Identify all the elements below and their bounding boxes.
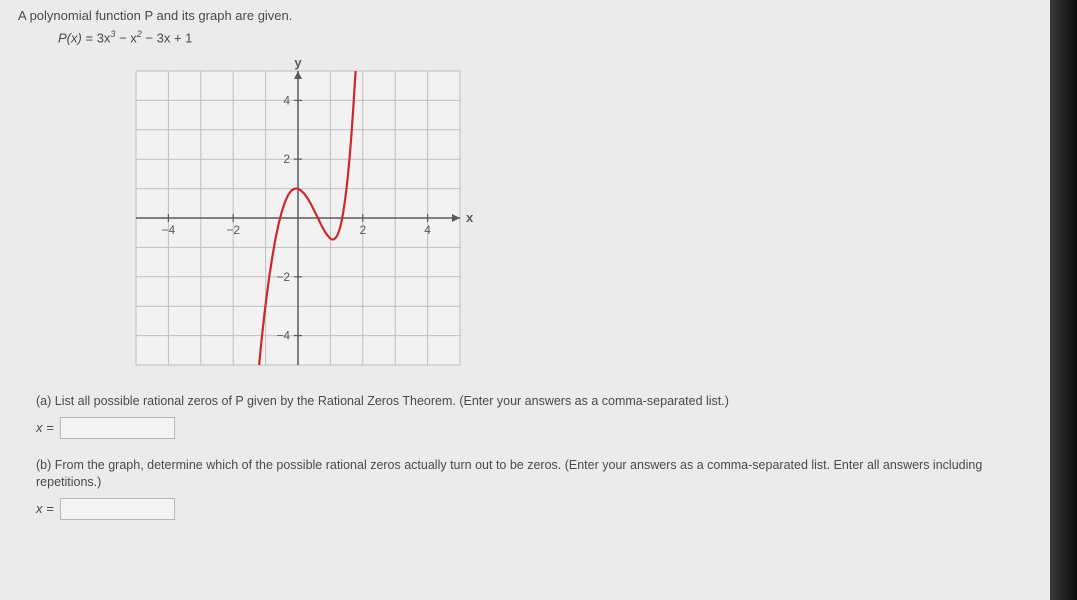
svg-text:−2: −2 [276, 270, 290, 284]
graph-container: −4 −2 2 4 −4 −2 2 4 x y [118, 53, 1032, 383]
question-b: (b) From the graph, determine which of t… [36, 457, 1032, 492]
intro-text: A polynomial function P and its graph ar… [18, 8, 1032, 23]
answer-input-b[interactable] [60, 498, 175, 520]
polynomial-graph: −4 −2 2 4 −4 −2 2 4 x y [118, 53, 478, 383]
polynomial-formula: P(x) = 3x3 − x2 − 3x + 1 [58, 29, 1032, 45]
answer-row-b: x = [36, 498, 1032, 520]
svg-text:2: 2 [359, 223, 366, 237]
svg-text:−4: −4 [162, 223, 176, 237]
formula-lhs: P(x) [58, 30, 82, 45]
answer-input-a[interactable] [60, 417, 175, 439]
svg-text:−2: −2 [226, 223, 240, 237]
question-page: A polynomial function P and its graph ar… [0, 0, 1050, 600]
svg-text:y: y [294, 55, 302, 70]
answer-row-a: x = [36, 417, 1032, 439]
page-shadow [1050, 0, 1077, 600]
svg-text:4: 4 [424, 223, 431, 237]
question-a: (a) List all possible rational zeros of … [36, 393, 1032, 411]
svg-text:4: 4 [283, 94, 290, 108]
svg-text:−4: −4 [276, 329, 290, 343]
svg-text:2: 2 [283, 153, 290, 167]
svg-text:x: x [466, 210, 474, 225]
